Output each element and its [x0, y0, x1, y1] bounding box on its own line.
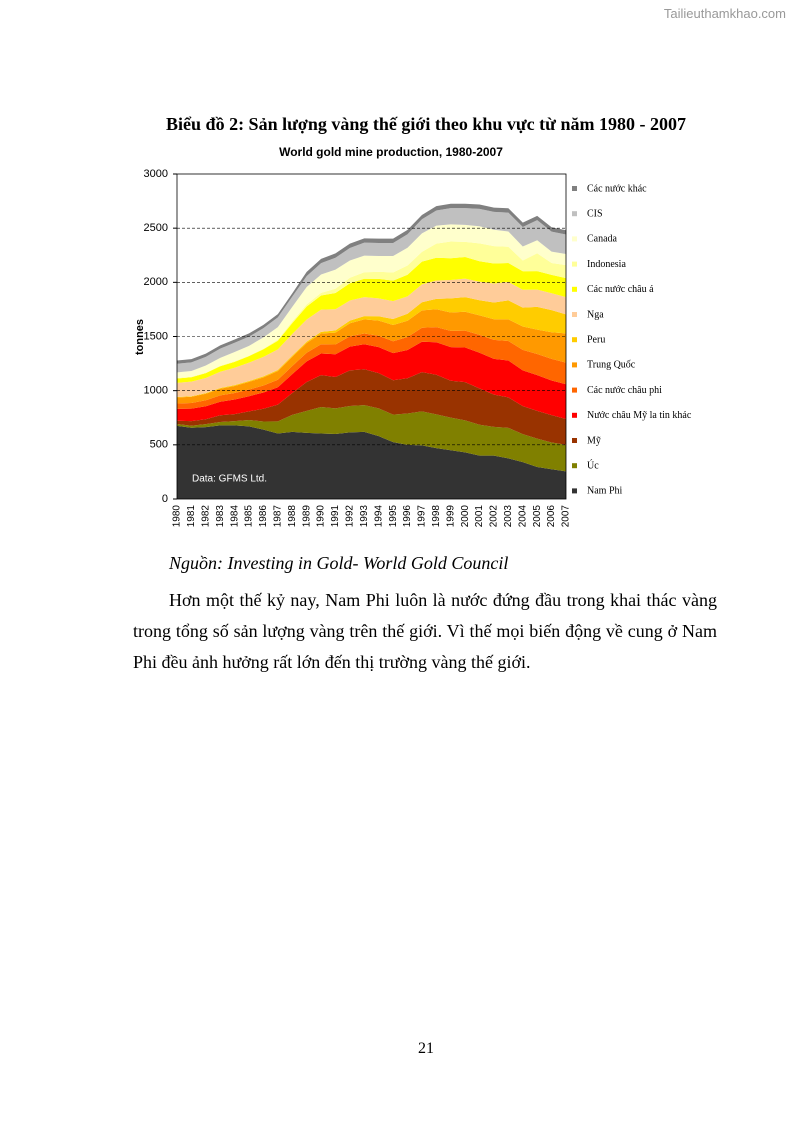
caption: Biểu đồ 2: Sản lượng vàng thế giới theo … [166, 114, 686, 134]
x-tick-label: 1986 [258, 505, 269, 528]
x-tick-label: 1982 [200, 505, 211, 528]
legend-swatch [572, 463, 577, 469]
x-tick-label: 1980 [172, 505, 183, 528]
x-tick-label: 2004 [517, 505, 528, 528]
x-tick-label: 1984 [229, 505, 240, 528]
area [177, 327, 566, 409]
x-tick-label: 1985 [244, 505, 255, 528]
page-number: 21 [418, 1040, 434, 1057]
legend-swatch [572, 488, 577, 494]
legend-label: Các nước châu á [587, 284, 654, 295]
legend-swatch [572, 236, 577, 242]
area [177, 425, 566, 499]
x-tick-label: 1983 [215, 505, 226, 528]
area [177, 278, 566, 397]
legend-label: Canada [587, 234, 618, 245]
legend-label: Nam Phi [587, 486, 623, 497]
legend-swatch [572, 286, 577, 292]
annotation: Data: GFMS Ltd. [192, 474, 267, 485]
legend-label: Nga [587, 309, 604, 320]
x-tick-label: 2003 [503, 505, 514, 528]
legend-label: Mỹ [587, 435, 601, 446]
y-tick-label: 500 [150, 439, 168, 451]
x-tick-label: 1988 [287, 505, 298, 528]
legend-label: Các nước châu phi [587, 385, 662, 396]
x-tick-label: 1989 [301, 505, 312, 528]
legend-swatch [572, 261, 577, 267]
area [177, 341, 566, 422]
area [177, 369, 566, 445]
legend-label: Nước châu Mỹ la tin khác [587, 410, 692, 421]
area [177, 256, 566, 383]
x-tick-label: 1995 [388, 505, 399, 528]
x-tick-label: 1994 [373, 505, 384, 528]
legend-swatch [572, 186, 577, 191]
x-tick-label: 1998 [431, 505, 442, 528]
chart-title: World gold mine production, 1980-2007 [279, 145, 503, 159]
source: Nguồn: Investing in Gold- World Gold Cou… [169, 553, 509, 573]
legend-swatch [572, 387, 577, 393]
legend-swatch [572, 337, 577, 343]
x-tick-label: 2001 [474, 505, 485, 528]
x-tick-label: 2007 [561, 505, 572, 528]
x-tick-label: 2000 [460, 505, 471, 528]
paragraph: Hơn một thế kỷ nay, Nam Phi luôn là nước… [133, 590, 717, 672]
y-tick-label: 0 [162, 493, 168, 505]
y-tick-label: 1000 [144, 385, 168, 397]
y-tick-label: 1500 [144, 330, 168, 342]
x-tick-label: 2002 [489, 505, 500, 528]
x-tick-label: 1987 [272, 505, 283, 528]
chart: World gold mine production, 1980-2007 to… [134, 145, 692, 528]
legend-label: Peru [587, 334, 605, 345]
x-tick-label: 1992 [345, 505, 356, 528]
watermark: Tailieuthamkhao.com [663, 6, 786, 21]
area [177, 297, 566, 398]
y-tick-label: 2000 [144, 276, 168, 288]
x-tick-label: 1999 [445, 505, 456, 528]
legend-label: Trung Quốc [587, 360, 636, 371]
legend-swatch [572, 438, 577, 443]
x-tick-label: 1997 [417, 505, 428, 528]
area [177, 224, 566, 378]
y-tick-label: 3000 [144, 168, 168, 180]
area [177, 405, 566, 472]
area [177, 208, 566, 373]
legend-label: Úc [587, 459, 599, 471]
legend-swatch [572, 312, 577, 317]
x-tick-label: 1981 [186, 505, 197, 528]
plot-frame [176, 173, 567, 500]
legend-label: Các nước khác [587, 183, 647, 194]
y-axis-label: tonnes [134, 319, 146, 355]
legend-label: CIS [587, 208, 603, 219]
x-tick-label: 1996 [402, 505, 413, 528]
legend-label: Indonesia [587, 259, 626, 270]
legend-swatch [572, 362, 577, 368]
legend-swatch [572, 211, 577, 217]
x-tick-label: 2005 [532, 505, 543, 528]
x-tick-label: 1990 [316, 505, 327, 528]
x-tick-label: 1991 [330, 505, 341, 528]
y-tick-label: 2500 [144, 222, 168, 234]
x-tick-label: 2006 [546, 505, 557, 528]
x-tick-label: 1993 [359, 505, 370, 528]
area [177, 309, 566, 404]
legend-swatch [572, 412, 577, 418]
